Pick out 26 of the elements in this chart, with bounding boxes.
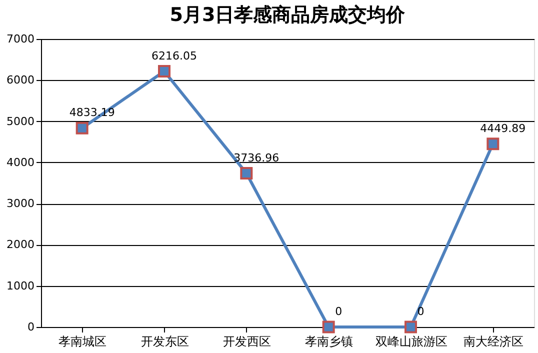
chart-title: 5月3日孝感商品房成交均价 [170, 4, 406, 26]
point [240, 167, 253, 180]
y-tick-label: 6000 [6, 74, 34, 87]
point [76, 122, 88, 134]
x-tick-label: 开发西区 [222, 334, 271, 348]
y-tick-label: 4000 [6, 156, 34, 169]
data-label: 3736.96 [234, 151, 280, 164]
x-tick-label: 南大经济区 [463, 334, 524, 348]
point [158, 65, 170, 78]
data-label: 6216.05 [152, 49, 197, 62]
y-tick-label: 1000 [6, 279, 34, 292]
x-tick-label: 孝南乡镇 [305, 334, 354, 348]
y-tick-label: 3000 [6, 197, 34, 210]
x-tick-label: 双峰山旅游区 [375, 334, 448, 348]
point [404, 320, 417, 334]
data-label: 0 [335, 305, 342, 318]
y-tick-label: 2000 [6, 238, 34, 252]
x-tick-label: 开发东区 [140, 334, 189, 348]
y-tick-label: 0 [28, 320, 34, 334]
point [486, 138, 500, 150]
point [322, 320, 335, 334]
data-label: 4449.89 [480, 122, 526, 135]
y-tick-label: 5000 [6, 114, 34, 128]
x-tick-label: 孝南城区 [58, 334, 107, 348]
y-tick-label: 7000 [6, 32, 34, 46]
data-label: 0 [417, 305, 424, 318]
